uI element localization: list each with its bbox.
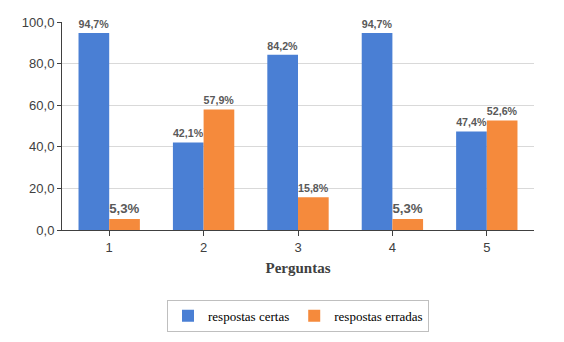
- svg-text:5,3%: 5,3%: [392, 201, 422, 216]
- svg-text:47,4%: 47,4%: [456, 116, 487, 128]
- svg-text:5,3%: 5,3%: [109, 201, 139, 216]
- svg-text:2: 2: [200, 240, 207, 255]
- svg-text:3: 3: [294, 240, 301, 255]
- svg-text:94,7%: 94,7%: [79, 18, 110, 30]
- svg-text:60,0: 60,0: [29, 98, 54, 113]
- svg-text:0,0: 0,0: [36, 223, 54, 238]
- svg-text:42,1%: 42,1%: [173, 127, 204, 139]
- svg-text:1: 1: [106, 240, 113, 255]
- svg-text:respostas certas: respostas certas: [208, 309, 289, 324]
- svg-text:84,2%: 84,2%: [267, 40, 298, 52]
- svg-text:40,0: 40,0: [29, 139, 54, 154]
- svg-text:80,0: 80,0: [29, 56, 54, 71]
- svg-text:4: 4: [389, 240, 396, 255]
- svg-text:100,0: 100,0: [22, 15, 55, 30]
- svg-text:5: 5: [483, 240, 490, 255]
- svg-text:15,8%: 15,8%: [298, 182, 329, 194]
- svg-text:Perguntas: Perguntas: [266, 260, 331, 276]
- svg-text:respostas erradas: respostas erradas: [334, 309, 422, 324]
- svg-text:94,7%: 94,7%: [362, 18, 393, 30]
- svg-text:20,0: 20,0: [29, 181, 54, 196]
- svg-text:52,6%: 52,6%: [487, 105, 518, 117]
- svg-text:57,9%: 57,9%: [204, 94, 235, 106]
